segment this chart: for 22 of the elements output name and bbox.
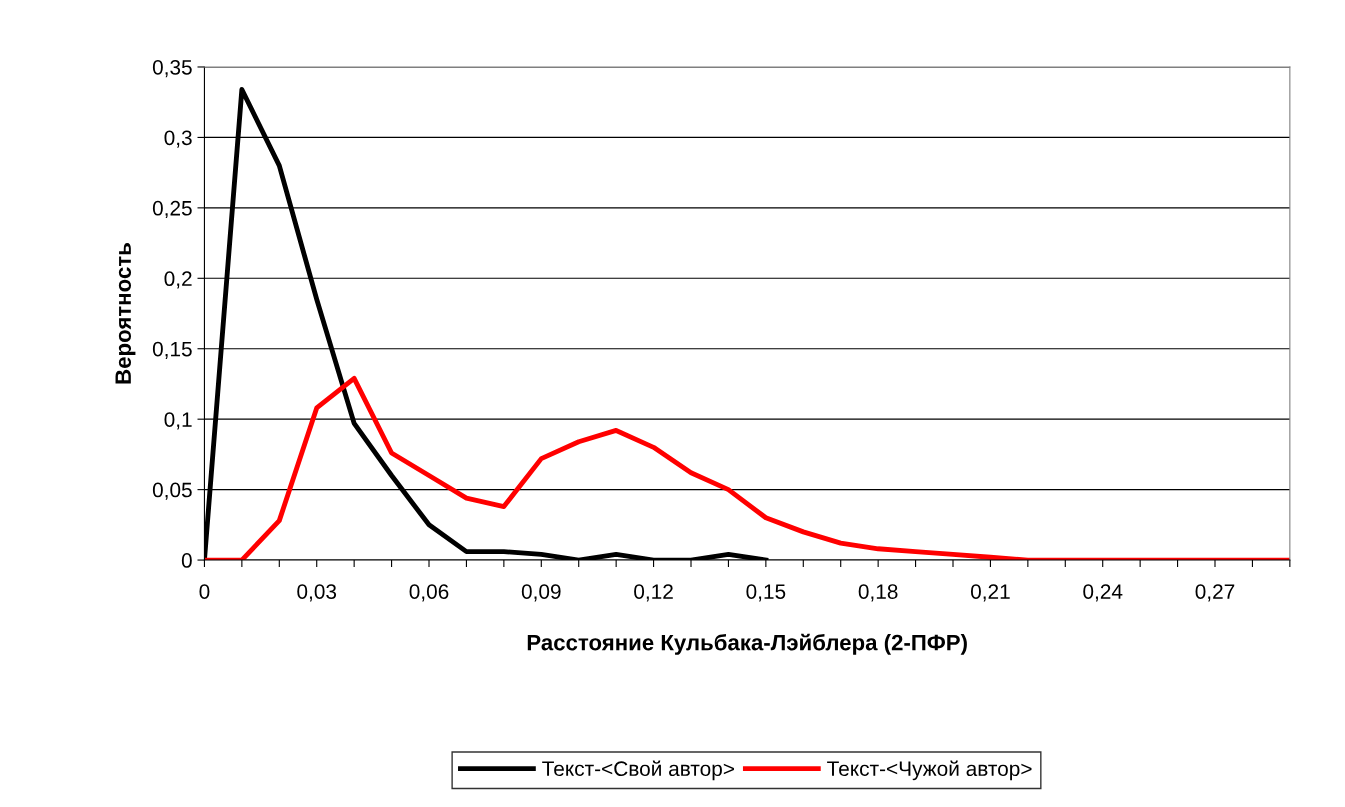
x-tick-label: 0,21 [970, 584, 1010, 602]
y-tick-label: 0,1 [164, 412, 192, 430]
x-axis-title: Расстояние Кульбака-Лэйблера (2-ПФР) [527, 633, 967, 655]
legend-label: Текст-<Свой автор> [542, 760, 734, 781]
y-tick-label: 0,3 [164, 130, 192, 148]
x-tick-label: 0,03 [297, 584, 337, 602]
x-tick-label: 0,18 [858, 584, 898, 602]
y-tick-label: 0,05 [152, 482, 192, 500]
x-tick-label: 0 [199, 584, 210, 599]
x-tick-label: 0,27 [1195, 584, 1235, 602]
x-tick-label: 0,06 [409, 584, 449, 602]
y-tick-label: 0,15 [152, 341, 192, 359]
x-tick-label: 0,09 [521, 584, 561, 602]
y-tick-label: 0 [181, 553, 192, 568]
x-tick-label: 0,24 [1083, 584, 1123, 602]
y-tick-label: 0,35 [152, 59, 192, 78]
x-tick-label: 0,12 [634, 584, 673, 602]
legend-label: Текст-<Чужой автор> [827, 760, 1032, 781]
y-axis-title: Вероятность [115, 243, 136, 384]
y-tick-label: 0,25 [152, 200, 192, 219]
y-tick-label: 0,2 [164, 271, 192, 289]
x-tick-label: 0,15 [746, 584, 786, 602]
